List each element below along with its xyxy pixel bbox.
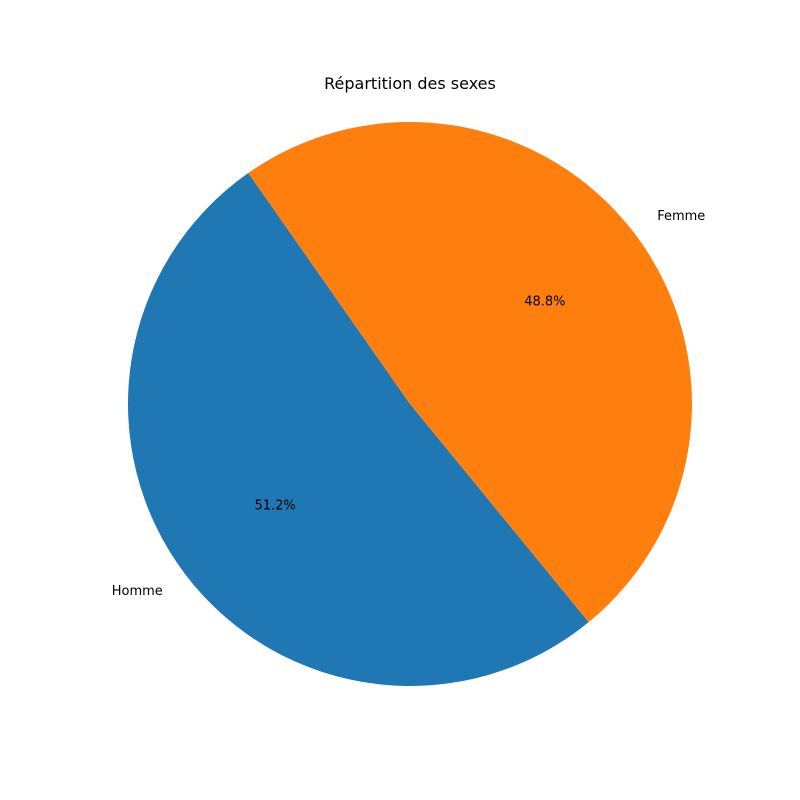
slice-percent-homme: 51.2% (254, 499, 295, 514)
slice-label-femme: Femme (657, 209, 705, 224)
pie-labels: Homme 51.2% Femme 48.8% (112, 209, 706, 599)
pie-slice-homme (127, 172, 589, 687)
slice-label-homme: Homme (112, 584, 163, 599)
pie-slices (127, 122, 692, 687)
pie-slice-femme (248, 122, 692, 623)
chart-title: Répartition des sexes (324, 74, 496, 93)
slice-percent-femme: 48.8% (524, 294, 565, 309)
